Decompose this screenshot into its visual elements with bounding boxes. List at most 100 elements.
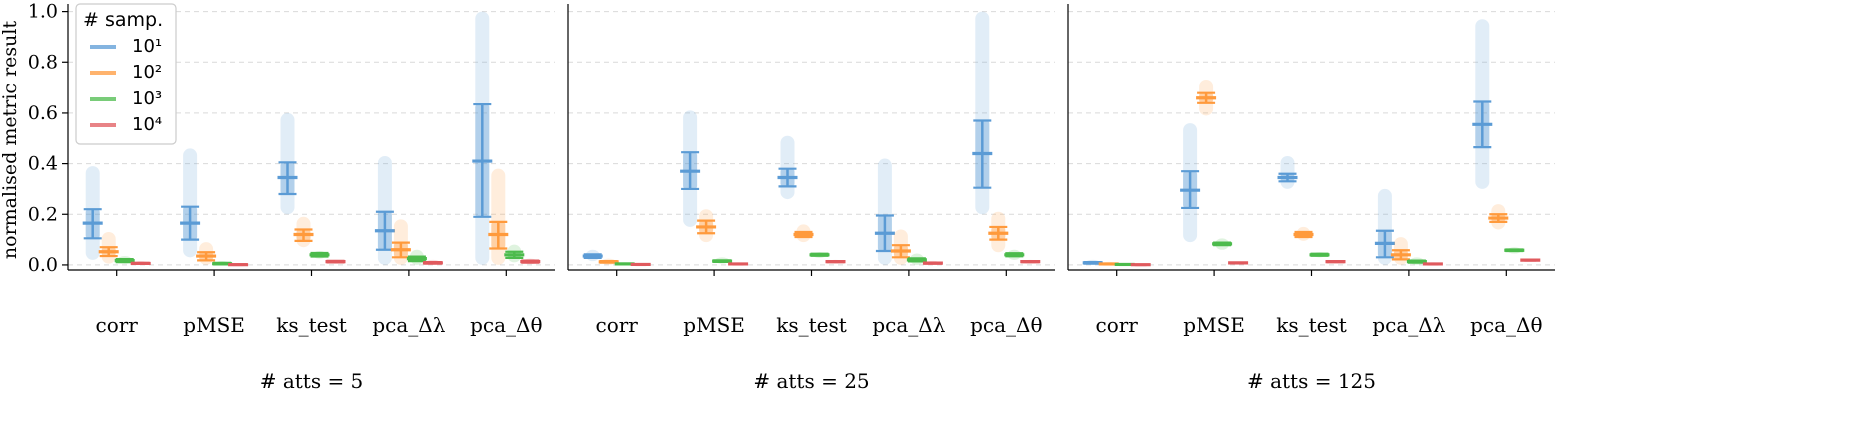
category-label-pmse: pMSE bbox=[683, 313, 745, 337]
strip-pca-deltalambda-10 bbox=[906, 253, 927, 265]
strip-pca-deltalambda-10 bbox=[1390, 237, 1411, 265]
strip-pca-deltalambda-10 bbox=[374, 156, 395, 265]
sample-cloud bbox=[377, 156, 392, 265]
series-10 bbox=[82, 11, 493, 265]
sample-cloud bbox=[1280, 156, 1295, 189]
strip-ks-test-10 bbox=[293, 216, 314, 248]
panel-2: corr pMSE ks_test pca_Δλ pca_Δθ # atts = 25 bbox=[567, 4, 1055, 393]
y-tick-label: 1.0 bbox=[28, 1, 58, 23]
category-label-corr: corr bbox=[1096, 313, 1139, 337]
strip-pmse-10 bbox=[696, 209, 717, 243]
strip-pmse-10 bbox=[680, 110, 701, 227]
strip-pca-deltalambda-10 bbox=[1406, 257, 1427, 265]
strip-pmse-10 bbox=[196, 242, 217, 265]
sample-cloud bbox=[877, 158, 892, 265]
series-10 bbox=[598, 209, 1009, 265]
y-tick-label: 0.2 bbox=[28, 203, 58, 225]
y-tick-label: 0.6 bbox=[28, 102, 58, 124]
strip-pca-deltatheta-10 bbox=[1488, 204, 1509, 230]
strip-pca-deltatheta-10 bbox=[1020, 259, 1041, 264]
strip-corr-10 bbox=[98, 232, 119, 264]
strip-ks-test-10 bbox=[1309, 252, 1330, 258]
legend-label: 10⁴ bbox=[132, 114, 162, 135]
strip-pca-deltatheta-10 bbox=[1004, 249, 1025, 260]
strip-corr-10 bbox=[1130, 263, 1151, 267]
series-10 bbox=[630, 259, 1041, 267]
series-10 bbox=[1114, 238, 1525, 267]
strip-ks-test-10 bbox=[777, 135, 798, 200]
strip-corr-10 bbox=[82, 166, 103, 260]
strip-corr-10 bbox=[130, 261, 151, 266]
strip-pca-deltatheta-10 bbox=[1472, 19, 1493, 189]
strip-ks-test-10 bbox=[809, 252, 830, 258]
sample-cloud bbox=[491, 168, 506, 265]
panel-title: # atts = 25 bbox=[753, 369, 869, 393]
sample-cloud bbox=[780, 135, 795, 200]
strip-ks-test-10 bbox=[1293, 226, 1314, 241]
strip-ks-test-10 bbox=[1325, 260, 1346, 264]
strip-pca-deltatheta-10 bbox=[472, 11, 493, 265]
strip-corr-10 bbox=[598, 258, 619, 265]
strip-ks-test-10 bbox=[1277, 156, 1298, 189]
category-label-pmse: pMSE bbox=[1183, 313, 1245, 337]
strip-pmse-10 bbox=[712, 257, 733, 264]
strip-ks-test-10 bbox=[277, 112, 298, 215]
panels: 0.0 0.2 0.4 0.6 0.8 1.0 corr pMSE ks_test pca_Δλ p… bbox=[28, 1, 1555, 393]
panel-title: # atts = 5 bbox=[260, 369, 364, 393]
panel-title: # atts = 125 bbox=[1247, 369, 1376, 393]
series-10 bbox=[130, 258, 541, 267]
strip-ks-test-10 bbox=[793, 224, 814, 243]
strip-pca-deltatheta-10 bbox=[504, 244, 525, 263]
legend-frame bbox=[75, 3, 177, 145]
strip-corr-10 bbox=[114, 256, 135, 264]
category-label-ks-test: ks_test bbox=[276, 313, 347, 337]
category-label-corr: corr bbox=[596, 313, 639, 337]
category-label-pmse: pMSE bbox=[183, 313, 245, 337]
series-10 bbox=[1098, 80, 1509, 266]
strip-ks-test-10 bbox=[325, 259, 346, 264]
strip-pca-deltatheta-10 bbox=[1504, 247, 1525, 254]
strip-pca-deltatheta-10 bbox=[972, 11, 993, 215]
legend-label: 10³ bbox=[132, 88, 162, 109]
y-tick-label: 0.4 bbox=[28, 153, 58, 175]
strip-pmse-10 bbox=[180, 148, 201, 258]
legend: # samp. 10¹ 10² 10³ 10⁴ bbox=[75, 3, 177, 145]
category-label-pca-deltalambda: pca_Δλ bbox=[1372, 313, 1445, 337]
series-10 bbox=[1082, 19, 1493, 265]
series-10 bbox=[1130, 258, 1541, 267]
strip-pca-deltalambda-10 bbox=[890, 229, 911, 265]
strip-pca-deltalambda-10 bbox=[1422, 262, 1443, 266]
strip-pca-deltatheta-10 bbox=[488, 168, 509, 265]
legend-title: # samp. bbox=[83, 9, 163, 31]
strip-pmse-10 bbox=[728, 262, 749, 266]
legend-items: 10¹ 10² 10³ 10⁴ bbox=[90, 36, 162, 135]
strip-pca-deltatheta-10 bbox=[988, 211, 1009, 253]
strip-ks-test-10 bbox=[309, 251, 330, 259]
category-label-pca-deltatheta: pca_Δθ bbox=[970, 313, 1042, 337]
category-label-ks-test: ks_test bbox=[776, 313, 847, 337]
legend-label: 10¹ bbox=[132, 36, 162, 57]
strip-pca-deltatheta-10 bbox=[520, 258, 541, 265]
category-label-pca-deltatheta: pca_Δθ bbox=[470, 313, 542, 337]
strip-corr-10 bbox=[582, 249, 603, 262]
category-label-pca-deltalambda: pca_Δλ bbox=[872, 313, 945, 337]
category-label-pca-deltalambda: pca_Δλ bbox=[372, 313, 445, 337]
strip-pca-deltalambda-10 bbox=[406, 249, 427, 265]
category-label-ks-test: ks_test bbox=[1276, 313, 1347, 337]
sample-cloud bbox=[183, 148, 198, 258]
panel-3: corr pMSE ks_test pca_Δλ pca_Δθ # atts = 125 bbox=[1067, 4, 1555, 393]
series-10 bbox=[114, 244, 525, 266]
strip-corr-10 bbox=[630, 262, 651, 267]
strip-pca-deltalambda-10 bbox=[874, 158, 895, 265]
sample-cloud bbox=[975, 11, 990, 215]
legend-label: 10² bbox=[132, 62, 162, 83]
strip-ks-test-10 bbox=[825, 259, 846, 264]
series-10 bbox=[614, 249, 1025, 266]
sample-cloud bbox=[1377, 188, 1392, 265]
strip-pmse-10 bbox=[228, 263, 249, 267]
strip-pmse-10 bbox=[1228, 261, 1249, 265]
y-tick-label: 0.0 bbox=[28, 254, 58, 276]
y-axis-label: normalised metric result bbox=[0, 21, 21, 260]
y-tick-label: 0.8 bbox=[28, 51, 58, 73]
